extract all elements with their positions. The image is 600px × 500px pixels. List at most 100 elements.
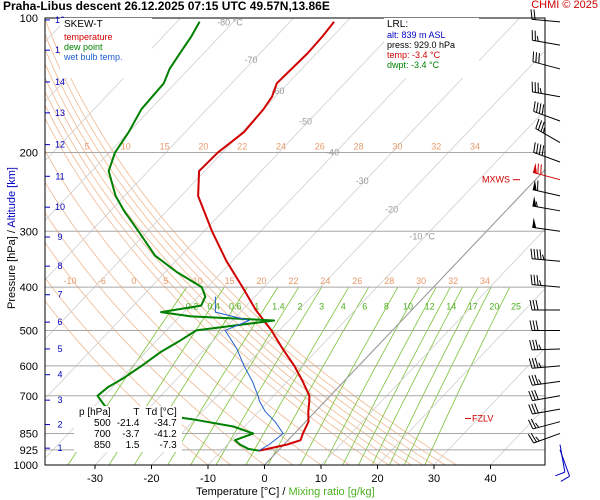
altitude-tick-label: 7 xyxy=(57,290,62,300)
lrl-info: LRL: alt: 839 m ASL press: 929.0 hPa tem… xyxy=(384,18,479,78)
wind-barb-feather xyxy=(535,436,540,442)
wind-barb-feather xyxy=(541,104,545,115)
table-row: 700 -3.7 -41.2 xyxy=(76,429,180,440)
wind-barb xyxy=(529,299,560,311)
wind-barb-feather xyxy=(535,339,539,350)
pressure-tick-label: 100 xyxy=(20,13,38,25)
wind-barb-feather xyxy=(530,248,533,259)
temperature-tick-label: -20 xyxy=(144,473,160,485)
dry-adiabat-label: -6 xyxy=(98,276,106,286)
dry-adiabat-line xyxy=(45,18,457,465)
temperature-line xyxy=(197,21,335,452)
pressure-tick-label: 925 xyxy=(20,445,38,457)
dry-adiabat-line xyxy=(45,211,294,465)
lrl-title: LRL: xyxy=(387,19,409,30)
wind-barb-staff xyxy=(532,421,561,430)
wind-barb-feather xyxy=(530,9,533,20)
wind-barb xyxy=(533,142,561,163)
level-markers: MXWS FZLV xyxy=(465,175,520,424)
pressure-tick-label: 1000 xyxy=(14,460,38,472)
dry-adiabat-labels: 5 10 15 20 22 24 26 28 30 32 34 -10 -6 0 5 10 15 20 22 24 26… xyxy=(63,142,490,287)
dry-adiabat-line xyxy=(45,277,231,465)
lrl-dwpt: dwpt: -3.4 °C xyxy=(387,60,440,70)
dry-adiabat-line xyxy=(45,104,390,465)
pressure-ticks: 100 200 300 400 500 600 700 850 925 1000 xyxy=(14,13,38,472)
wind-barb-feather xyxy=(538,103,542,114)
temperature-tick-label: 10 xyxy=(315,473,327,485)
pressure-tick-label: 600 xyxy=(20,361,38,373)
wind-barb-pennant xyxy=(532,196,537,207)
mixing-ratio-label: 20 xyxy=(489,302,499,312)
table-header-cell: Td [°C] xyxy=(145,407,177,418)
altitude-tick-label: 10 xyxy=(55,202,65,212)
plot-frame xyxy=(44,17,546,466)
mixing-ratio-label: 10 xyxy=(403,302,413,312)
isotherm-line xyxy=(94,18,520,465)
mixing-ratio-label: 0.6 xyxy=(229,302,242,312)
wind-barb-feather xyxy=(536,102,539,113)
wind-barb-feather xyxy=(538,344,542,350)
wind-barb-feather xyxy=(535,118,540,129)
isotherm-label: -20 xyxy=(385,204,398,214)
wind-barb xyxy=(531,81,561,98)
isotherm-line xyxy=(45,18,294,281)
plot-area xyxy=(45,18,545,465)
wind-barb xyxy=(555,444,566,477)
wind-barb-staff xyxy=(532,408,561,415)
wind-barb-feather xyxy=(528,404,533,415)
altitude-tick-label: 9 xyxy=(57,232,62,242)
table-cell: 1.5 xyxy=(125,440,140,451)
dry-adiabat-label: 5 xyxy=(84,142,89,152)
wind-barb-feather xyxy=(530,433,537,443)
isotherm-line xyxy=(151,50,545,465)
wind-barb-feather xyxy=(539,249,542,260)
wind-barb xyxy=(528,357,561,369)
wind-barb-feather xyxy=(541,145,545,156)
mixing-ratio-label: 8 xyxy=(384,302,389,312)
dry-adiabat-label: 30 xyxy=(416,276,426,286)
wind-barb-staff xyxy=(532,365,561,369)
wind-barb-feather xyxy=(534,403,539,414)
wind-barb-feather xyxy=(530,274,533,285)
mixing-ratio-label: 6 xyxy=(362,302,367,312)
wind-barb xyxy=(532,196,561,212)
table-row: 500 -21.4 -34.7 xyxy=(76,418,180,429)
wind-barb xyxy=(533,101,561,122)
wind-barb-pennant xyxy=(532,217,537,228)
table-cell: -7.3 xyxy=(159,440,177,451)
dry-adiabat-label: 0 xyxy=(131,276,136,286)
mixing-ratio-label: 4 xyxy=(341,302,346,312)
wind-barb-staff xyxy=(532,226,561,232)
wind-barb-feather xyxy=(542,254,545,260)
dry-adiabat-line xyxy=(45,62,423,465)
table-header-cell: p [hPa] xyxy=(79,407,111,418)
wind-barb-feather xyxy=(533,274,536,285)
y-axis-label-sep: / xyxy=(6,227,18,237)
wind-barb-feather xyxy=(533,142,536,153)
wetbulb-line xyxy=(214,296,284,452)
wind-barb-staff xyxy=(532,18,561,23)
dry-adiabat-line xyxy=(45,241,265,465)
wind-barb-feather xyxy=(535,299,539,311)
isotherm-line xyxy=(433,347,545,465)
level-table: p [hPa] T Td [°C] 500 -21.4 -34.7 700 -3… xyxy=(74,406,182,452)
dry-adiabat-label: 22 xyxy=(237,142,247,152)
wind-barb-pennant xyxy=(532,179,537,191)
altitude-tick-label: 3 xyxy=(57,395,62,405)
temperature-tick-label: -30 xyxy=(87,473,103,485)
legend-item-wetbulb: wet bulb temp. xyxy=(64,52,123,62)
altitude-tick-label: 14 xyxy=(55,77,65,87)
isotherm-line xyxy=(45,18,351,340)
wind-barb-staff xyxy=(533,110,561,122)
dry-adiabat-label: 34 xyxy=(470,142,480,152)
altitude-tick-label: 5 xyxy=(57,344,62,354)
legend-item-temperature: temperature xyxy=(64,32,113,42)
wind-barb-feather xyxy=(528,358,533,369)
wind-barb-staff xyxy=(532,284,561,288)
wind-barb-feather xyxy=(538,362,542,368)
lrl-press: press: 929.0 hPa xyxy=(387,40,456,50)
wind-barb-feather xyxy=(528,375,533,386)
legend-item-dewpoint: dew point xyxy=(64,42,103,52)
mixing-ratio-label: 3 xyxy=(319,302,324,312)
dry-adiabat-label: 28 xyxy=(354,142,364,152)
